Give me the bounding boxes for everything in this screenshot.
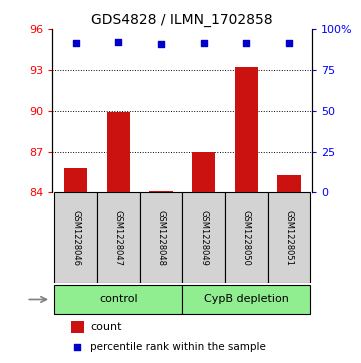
Bar <box>277 175 301 192</box>
Title: GDS4828 / ILMN_1702858: GDS4828 / ILMN_1702858 <box>91 13 273 26</box>
Point <box>158 41 164 47</box>
Text: GSM1228047: GSM1228047 <box>114 210 123 266</box>
Bar <box>149 191 173 192</box>
Bar <box>192 152 215 192</box>
Text: control: control <box>99 294 138 305</box>
Point <box>243 40 249 46</box>
Bar <box>268 192 310 283</box>
Text: GSM1228046: GSM1228046 <box>71 210 80 266</box>
Point <box>116 40 121 45</box>
Bar <box>106 112 130 192</box>
Bar <box>182 192 225 283</box>
Bar <box>140 192 182 283</box>
Bar <box>97 192 140 283</box>
Text: percentile rank within the sample: percentile rank within the sample <box>90 342 266 352</box>
Bar <box>64 168 87 192</box>
Text: count: count <box>90 322 122 332</box>
Text: GSM1228048: GSM1228048 <box>157 210 165 266</box>
Bar <box>235 67 258 192</box>
Text: GSM1228051: GSM1228051 <box>284 210 293 266</box>
Text: GSM1228050: GSM1228050 <box>242 210 251 266</box>
Text: CypB depletion: CypB depletion <box>204 294 289 305</box>
Bar <box>70 321 83 333</box>
Bar <box>225 192 268 283</box>
Bar <box>182 285 310 314</box>
Bar <box>55 285 182 314</box>
Point <box>74 344 80 350</box>
Point <box>286 40 292 46</box>
Point <box>73 40 79 46</box>
Point <box>201 40 206 45</box>
Bar <box>55 192 97 283</box>
Text: GSM1228049: GSM1228049 <box>199 210 208 266</box>
